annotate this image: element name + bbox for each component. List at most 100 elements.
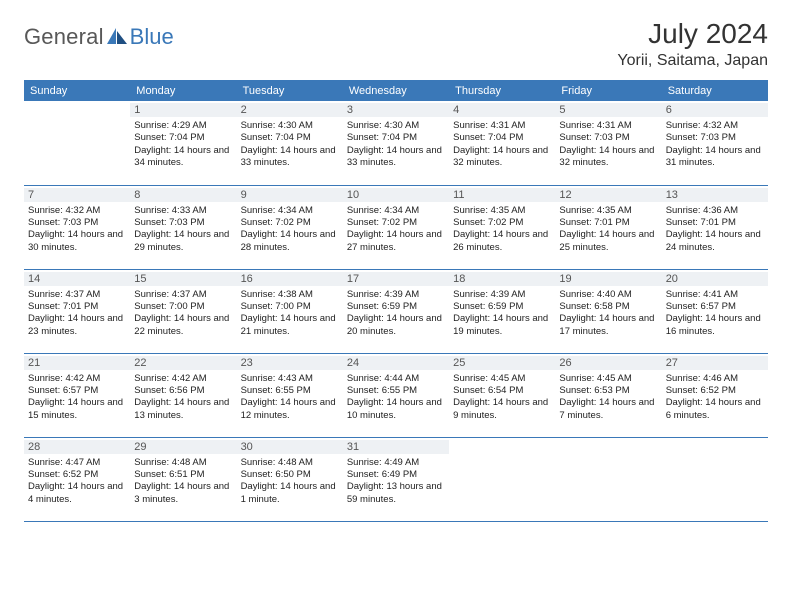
day-details: Sunrise: 4:44 AMSunset: 6:55 PMDaylight:…	[347, 373, 445, 422]
day-number: 29	[130, 440, 236, 454]
calendar-row: 1Sunrise: 4:29 AMSunset: 7:04 PMDaylight…	[24, 101, 768, 185]
daylight-text: Daylight: 14 hours and 22 minutes.	[134, 313, 232, 338]
day-details: Sunrise: 4:32 AMSunset: 7:03 PMDaylight:…	[28, 205, 126, 254]
daylight-text: Daylight: 14 hours and 28 minutes.	[241, 229, 339, 254]
daylight-text: Daylight: 14 hours and 9 minutes.	[453, 397, 551, 422]
dayname-wednesday: Wednesday	[343, 81, 449, 102]
calendar-table: Sunday Monday Tuesday Wednesday Thursday…	[24, 80, 768, 522]
day-number: 28	[24, 440, 130, 454]
sunrise-text: Sunrise: 4:35 AM	[559, 205, 657, 217]
calendar-body: 1Sunrise: 4:29 AMSunset: 7:04 PMDaylight…	[24, 101, 768, 521]
sunrise-text: Sunrise: 4:38 AM	[241, 289, 339, 301]
calendar-cell: 29 Sunrise: 4:48 AMSunset: 6:51 PMDayligh…	[130, 437, 236, 521]
logo: General Blue	[24, 24, 174, 50]
daylight-text: Daylight: 14 hours and 3 minutes.	[134, 481, 232, 506]
sunrise-text: Sunrise: 4:48 AM	[134, 457, 232, 469]
sunrise-text: Sunrise: 4:47 AM	[28, 457, 126, 469]
sunset-text: Sunset: 6:55 PM	[241, 385, 339, 397]
daylight-text: Daylight: 14 hours and 12 minutes.	[241, 397, 339, 422]
day-details: Sunrise: 4:47 AMSunset: 6:52 PMDaylight:…	[28, 457, 126, 506]
day-details: Sunrise: 4:34 AMSunset: 7:02 PMDaylight:…	[347, 205, 445, 254]
sunset-text: Sunset: 6:57 PM	[666, 301, 764, 313]
sunrise-text: Sunrise: 4:30 AM	[347, 120, 445, 132]
calendar-cell: 30Sunrise: 4:48 AMSunset: 6:50 PMDayligh…	[237, 437, 343, 521]
day-number: 8	[130, 188, 236, 202]
day-details: Sunrise: 4:48 AMSunset: 6:51 PMDaylight:…	[134, 457, 232, 506]
day-number: 25	[449, 356, 555, 370]
day-details: Sunrise: 4:35 AMSunset: 7:01 PMDaylight:…	[559, 205, 657, 254]
calendar-cell: 17Sunrise: 4:39 AMSunset: 6:59 PMDayligh…	[343, 269, 449, 353]
daylight-text: Daylight: 14 hours and 13 minutes.	[134, 397, 232, 422]
calendar-cell	[24, 101, 130, 185]
daylight-text: Daylight: 14 hours and 26 minutes.	[453, 229, 551, 254]
day-details: Sunrise: 4:43 AMSunset: 6:55 PMDaylight:…	[241, 373, 339, 422]
calendar-cell: 7Sunrise: 4:32 AMSunset: 7:03 PMDaylight…	[24, 185, 130, 269]
calendar-cell: 18Sunrise: 4:39 AMSunset: 6:59 PMDayligh…	[449, 269, 555, 353]
sunset-text: Sunset: 6:50 PM	[241, 469, 339, 481]
sunrise-text: Sunrise: 4:39 AM	[453, 289, 551, 301]
calendar-cell: 25Sunrise: 4:45 AMSunset: 6:54 PMDayligh…	[449, 353, 555, 437]
day-details: Sunrise: 4:37 AMSunset: 7:01 PMDaylight:…	[28, 289, 126, 338]
day-number: 6	[662, 103, 768, 117]
calendar-cell: 8Sunrise: 4:33 AMSunset: 7:03 PMDaylight…	[130, 185, 236, 269]
day-number: 21	[24, 356, 130, 370]
sunrise-text: Sunrise: 4:37 AM	[134, 289, 232, 301]
sunset-text: Sunset: 7:03 PM	[666, 132, 764, 144]
day-number: 19	[555, 272, 661, 286]
calendar-row: 7Sunrise: 4:32 AMSunset: 7:03 PMDaylight…	[24, 185, 768, 269]
day-details: Sunrise: 4:46 AMSunset: 6:52 PMDaylight:…	[666, 373, 764, 422]
sunset-text: Sunset: 6:56 PM	[134, 385, 232, 397]
day-number: 20	[662, 272, 768, 286]
dayname-sunday: Sunday	[24, 81, 130, 102]
calendar-cell: 9Sunrise: 4:34 AMSunset: 7:02 PMDaylight…	[237, 185, 343, 269]
daylight-text: Daylight: 14 hours and 33 minutes.	[347, 145, 445, 170]
day-details: Sunrise: 4:42 AMSunset: 6:56 PMDaylight:…	[134, 373, 232, 422]
title-block: July 2024 Yorii, Saitama, Japan	[617, 18, 768, 70]
day-details: Sunrise: 4:45 AMSunset: 6:53 PMDaylight:…	[559, 373, 657, 422]
daylight-text: Daylight: 14 hours and 27 minutes.	[347, 229, 445, 254]
dayname-monday: Monday	[130, 81, 236, 102]
sunrise-text: Sunrise: 4:40 AM	[559, 289, 657, 301]
daylight-text: Daylight: 14 hours and 19 minutes.	[453, 313, 551, 338]
calendar-cell: 22 Sunrise: 4:42 AMSunset: 6:56 PMDayligh…	[130, 353, 236, 437]
calendar-cell: 20 Sunrise: 4:41 AMSunset: 6:57 PMDayligh…	[662, 269, 768, 353]
calendar-cell: 1Sunrise: 4:29 AMSunset: 7:04 PMDaylight…	[130, 101, 236, 185]
sunset-text: Sunset: 6:55 PM	[347, 385, 445, 397]
sunrise-text: Sunrise: 4:48 AM	[241, 457, 339, 469]
sunrise-text: Sunrise: 4:43 AM	[241, 373, 339, 385]
sunset-text: Sunset: 7:01 PM	[666, 217, 764, 229]
calendar-cell: 14Sunrise: 4:37 AMSunset: 7:01 PMDayligh…	[24, 269, 130, 353]
sunset-text: Sunset: 6:52 PM	[666, 385, 764, 397]
sunrise-text: Sunrise: 4:37 AM	[28, 289, 126, 301]
daylight-text: Daylight: 14 hours and 21 minutes.	[241, 313, 339, 338]
calendar-row: 28 Sunrise: 4:47 AMSunset: 6:52 PMDayligh…	[24, 437, 768, 521]
day-details: Sunrise: 4:30 AMSunset: 7:04 PMDaylight:…	[241, 120, 339, 169]
day-number: 15	[130, 272, 236, 286]
day-details: Sunrise: 4:32 AMSunset: 7:03 PMDaylight:…	[666, 120, 764, 169]
calendar-cell: 11Sunrise: 4:35 AMSunset: 7:02 PMDayligh…	[449, 185, 555, 269]
daylight-text: Daylight: 14 hours and 30 minutes.	[28, 229, 126, 254]
sunset-text: Sunset: 7:02 PM	[453, 217, 551, 229]
sunset-text: Sunset: 7:01 PM	[559, 217, 657, 229]
day-number: 16	[237, 272, 343, 286]
sunrise-text: Sunrise: 4:32 AM	[666, 120, 764, 132]
day-details: Sunrise: 4:37 AMSunset: 7:00 PMDaylight:…	[134, 289, 232, 338]
sunrise-text: Sunrise: 4:42 AM	[134, 373, 232, 385]
calendar-cell: 31Sunrise: 4:49 AMSunset: 6:49 PMDayligh…	[343, 437, 449, 521]
sunrise-text: Sunrise: 4:45 AM	[559, 373, 657, 385]
day-details: Sunrise: 4:39 AMSunset: 6:59 PMDaylight:…	[453, 289, 551, 338]
day-details: Sunrise: 4:30 AMSunset: 7:04 PMDaylight:…	[347, 120, 445, 169]
header: General Blue July 2024 Yorii, Saitama, J…	[24, 18, 768, 70]
sunset-text: Sunset: 6:59 PM	[453, 301, 551, 313]
calendar-cell: 12Sunrise: 4:35 AMSunset: 7:01 PMDayligh…	[555, 185, 661, 269]
sunrise-text: Sunrise: 4:36 AM	[666, 205, 764, 217]
calendar-cell	[555, 437, 661, 521]
calendar-cell: 5Sunrise: 4:31 AMSunset: 7:03 PMDaylight…	[555, 101, 661, 185]
daylight-text: Daylight: 14 hours and 23 minutes.	[28, 313, 126, 338]
day-details: Sunrise: 4:41 AMSunset: 6:57 PMDaylight:…	[666, 289, 764, 338]
day-number: 11	[449, 188, 555, 202]
sunrise-text: Sunrise: 4:29 AM	[134, 120, 232, 132]
calendar-cell: 16Sunrise: 4:38 AMSunset: 7:00 PMDayligh…	[237, 269, 343, 353]
day-details: Sunrise: 4:39 AMSunset: 6:59 PMDaylight:…	[347, 289, 445, 338]
day-number: 22	[130, 356, 236, 370]
